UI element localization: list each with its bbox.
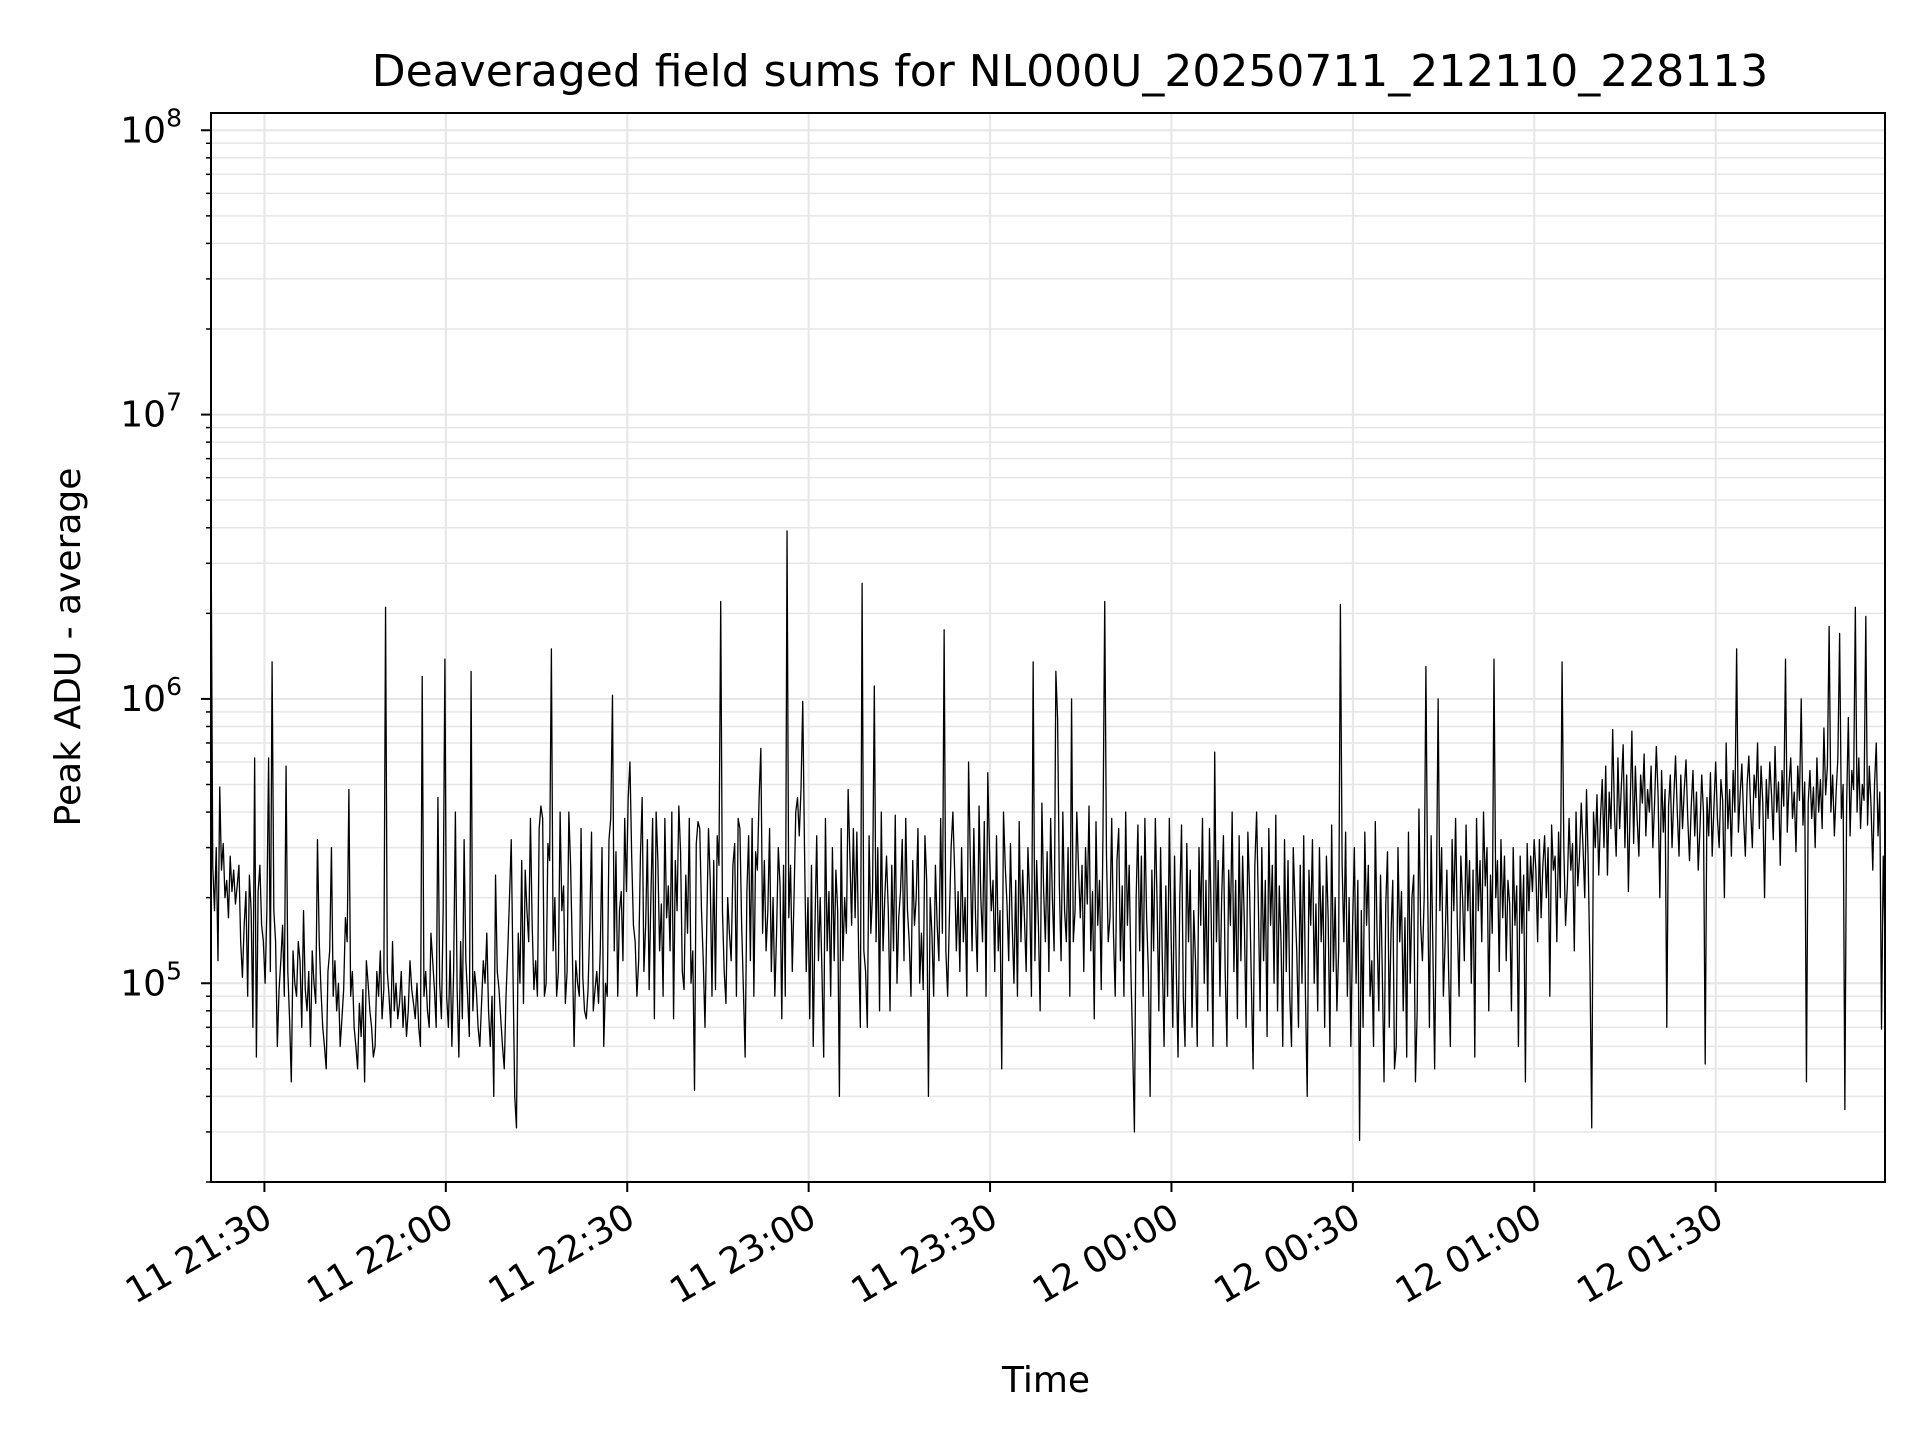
series-line-peak-adu (210, 518, 1886, 1142)
grid-lines (211, 113, 1885, 1183)
y-axis-label: Peak ADU - average (48, 468, 89, 827)
x-tick-label: 12 01:30 (1570, 1196, 1730, 1312)
y-tick-label: 106 (120, 672, 182, 720)
x-tick-label: 12 00:30 (1207, 1196, 1367, 1312)
x-tick-label: 11 23:00 (663, 1196, 823, 1312)
y-tick-label: 105 (120, 956, 182, 1004)
x-tick-label: 11 22:30 (482, 1196, 642, 1312)
x-axis-label: Time (1001, 1360, 1090, 1401)
x-tick-label: 11 23:30 (845, 1196, 1005, 1312)
y-axis-ticks: 105 106 107 108 (120, 103, 211, 1183)
x-tick-label: 11 21:30 (119, 1196, 279, 1312)
plot-frame (210, 112, 1886, 1183)
chart-title: Deaveraged field sums for NL000U_2025071… (372, 46, 1768, 97)
y-tick-label: 107 (120, 388, 182, 436)
x-tick-label: 12 00:00 (1026, 1196, 1186, 1312)
y-tick-label: 108 (120, 103, 182, 151)
x-tick-label: 12 01:00 (1389, 1196, 1549, 1312)
x-tick-label: 11 22:00 (300, 1196, 460, 1312)
x-axis-ticks: 11 21:30 11 22:00 11 22:30 11 23:00 11 23:30… (119, 1182, 1730, 1312)
